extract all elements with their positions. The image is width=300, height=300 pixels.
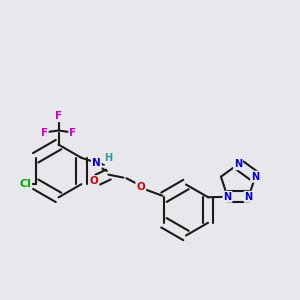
Text: O: O (90, 176, 98, 186)
Text: N: N (244, 192, 253, 202)
Text: Cl: Cl (19, 179, 31, 189)
Text: N: N (92, 158, 101, 168)
Text: N: N (251, 172, 259, 182)
Text: F: F (55, 111, 62, 121)
Text: H: H (104, 153, 112, 163)
Text: N: N (234, 159, 242, 169)
Text: O: O (136, 182, 145, 192)
Text: F: F (69, 128, 76, 139)
Text: F: F (40, 128, 48, 139)
Text: N: N (224, 192, 232, 202)
